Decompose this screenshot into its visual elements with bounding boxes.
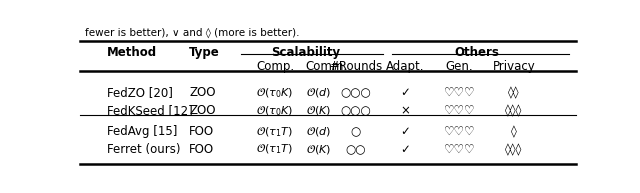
Text: $\mathcal{O}(\tau_0 K)$: $\mathcal{O}(\tau_0 K)$ bbox=[256, 86, 293, 100]
Text: ○○○: ○○○ bbox=[340, 86, 371, 99]
Text: ♡♡♡: ♡♡♡ bbox=[444, 143, 475, 156]
Text: ○○: ○○ bbox=[345, 143, 365, 156]
Text: Ferret (ours): Ferret (ours) bbox=[108, 143, 180, 156]
Text: $\mathcal{O}(\tau_1 T)$: $\mathcal{O}(\tau_1 T)$ bbox=[256, 143, 293, 156]
Text: Adapt.: Adapt. bbox=[386, 60, 424, 73]
Text: Others: Others bbox=[454, 46, 499, 59]
Text: ◊◊◊: ◊◊◊ bbox=[506, 143, 523, 156]
Text: ×: × bbox=[400, 104, 410, 117]
Text: $\mathcal{O}(d)$: $\mathcal{O}(d)$ bbox=[306, 86, 331, 99]
Text: Comp.: Comp. bbox=[256, 60, 294, 73]
Text: ZOO: ZOO bbox=[189, 86, 216, 99]
Text: ✓: ✓ bbox=[400, 125, 410, 138]
Text: ◊◊: ◊◊ bbox=[508, 86, 520, 99]
Text: $\mathcal{O}(K)$: $\mathcal{O}(K)$ bbox=[306, 104, 331, 117]
Text: Comm.: Comm. bbox=[306, 60, 348, 73]
Text: ♡♡♡: ♡♡♡ bbox=[444, 125, 475, 138]
Text: $\mathcal{O}(K)$: $\mathcal{O}(K)$ bbox=[306, 143, 331, 156]
Text: FOO: FOO bbox=[189, 143, 214, 156]
Text: FedZO [20]: FedZO [20] bbox=[108, 86, 173, 99]
Text: Gen.: Gen. bbox=[445, 60, 473, 73]
Text: ◊◊◊: ◊◊◊ bbox=[506, 104, 523, 117]
Text: ○○○: ○○○ bbox=[340, 104, 371, 117]
Text: ✓: ✓ bbox=[400, 86, 410, 99]
Text: ◊: ◊ bbox=[511, 125, 517, 138]
Text: ✓: ✓ bbox=[400, 143, 410, 156]
Text: Scalability: Scalability bbox=[271, 46, 340, 59]
Text: $\mathcal{O}(\tau_0 K)$: $\mathcal{O}(\tau_0 K)$ bbox=[256, 104, 293, 118]
Text: Privacy: Privacy bbox=[493, 60, 536, 73]
Text: ○: ○ bbox=[350, 125, 360, 138]
Text: ♡♡♡: ♡♡♡ bbox=[444, 86, 475, 99]
Text: $\mathcal{O}(d)$: $\mathcal{O}(d)$ bbox=[306, 125, 331, 138]
Text: #Rounds: #Rounds bbox=[329, 60, 382, 73]
Text: FOO: FOO bbox=[189, 125, 214, 138]
Text: fewer is better), ∨ and ◊ (more is better).: fewer is better), ∨ and ◊ (more is bette… bbox=[85, 28, 300, 38]
Text: Type: Type bbox=[189, 46, 220, 59]
Text: FedKSeed [12]: FedKSeed [12] bbox=[108, 104, 193, 117]
Text: $\mathcal{O}(\tau_1 T)$: $\mathcal{O}(\tau_1 T)$ bbox=[256, 125, 293, 139]
Text: FedAvg [15]: FedAvg [15] bbox=[108, 125, 178, 138]
Text: ♡♡♡: ♡♡♡ bbox=[444, 104, 475, 117]
Text: Method: Method bbox=[108, 46, 157, 59]
Text: ZOO: ZOO bbox=[189, 104, 216, 117]
